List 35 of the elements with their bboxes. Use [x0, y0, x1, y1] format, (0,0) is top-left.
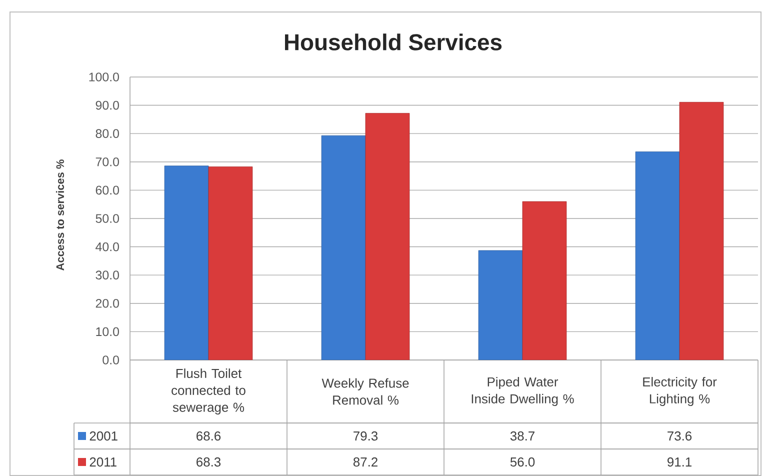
x-tick-label: Electricity for Lighting %	[643, 376, 717, 406]
data-label: 91.1	[668, 457, 692, 467]
bar	[208, 166, 253, 360]
x-tick-label: Piped Water Inside Dwelling %	[472, 376, 574, 406]
data-label: 68.3	[196, 457, 221, 467]
x-tick-label: Flush Toilet connected to sewerage %	[172, 368, 246, 414]
data-label: 73.6	[668, 431, 692, 441]
y-tick-label: 40.0	[96, 242, 119, 252]
bar	[164, 166, 209, 360]
data-label: 79.3	[354, 431, 378, 441]
y-axis-title: Access to services %	[56, 160, 64, 270]
data-label: 38.7	[510, 431, 534, 441]
bar	[321, 135, 366, 360]
data-label: 56.0	[510, 457, 535, 467]
bar	[635, 151, 680, 360]
x-tick-label: Weekly Refuse Removal %	[322, 378, 409, 405]
legend-label: 2011	[90, 457, 116, 467]
y-tick-label: 20.0	[96, 298, 119, 308]
y-tick-label: 30.0	[96, 270, 119, 280]
y-tick-label: 80.0	[96, 129, 119, 138]
y-tick-label: 70.0	[96, 157, 119, 166]
y-tick-label: 100.0	[89, 72, 119, 82]
y-tick-label: 0.0	[102, 356, 119, 364]
legend-label: 2001	[90, 431, 118, 441]
bar	[365, 113, 410, 360]
data-label: 68.6	[196, 431, 221, 441]
y-tick-label: 90.0	[96, 100, 119, 110]
bar	[522, 201, 567, 360]
chart-title: Household Services	[285, 34, 502, 50]
data-label: 87.2	[353, 457, 378, 467]
bar	[679, 102, 724, 360]
y-tick-label: 50.0	[96, 214, 119, 223]
bar	[478, 250, 523, 360]
y-tick-label: 60.0	[96, 186, 119, 195]
y-tick-label: 10.0	[96, 327, 119, 336]
